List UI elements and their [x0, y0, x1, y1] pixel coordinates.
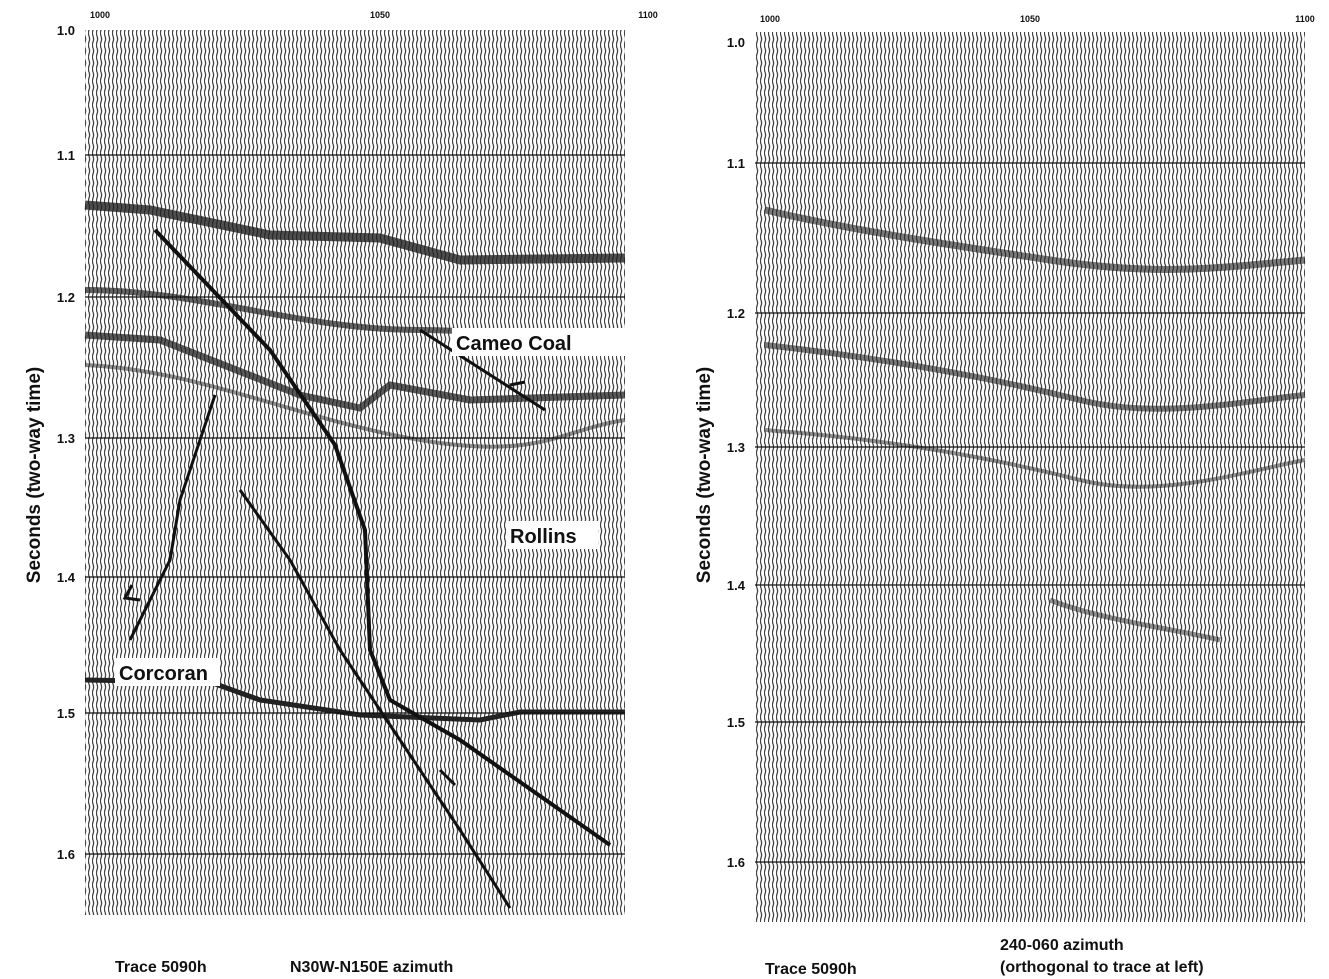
y-tick-label: 1.5 [727, 715, 745, 730]
x-tick-label: 1000 [90, 10, 110, 20]
caption: Trace 5090h [115, 959, 207, 976]
seismic-section [85, 30, 625, 915]
y-axis-label: Seconds (two-way time) [24, 367, 45, 583]
horizon [84, 363, 626, 449]
label-box [452, 328, 628, 356]
x-tick-label: 1100 [638, 10, 658, 20]
fault-line [153, 228, 612, 847]
horizon [1049, 597, 1221, 643]
seismic-section [755, 32, 1305, 922]
horizon [84, 331, 626, 412]
x-tick-label: 1050 [370, 10, 390, 20]
annotation: Corcoran [119, 663, 208, 685]
y-tick-label: 1.3 [57, 431, 75, 446]
y-axis-label: Seconds (two-way time) [694, 367, 715, 583]
fault-line [419, 328, 546, 412]
y-tick-label: 1.6 [727, 855, 745, 870]
y-tick-label: 1.1 [727, 156, 745, 171]
caption: N30W-N150E azimuth [290, 959, 453, 976]
y-tick-label: 1.2 [57, 290, 75, 305]
label-box [115, 658, 220, 686]
y-tick-label: 1.0 [727, 35, 745, 50]
horizon [764, 342, 1306, 412]
y-tick-label: 1.2 [727, 306, 745, 321]
fault-line [238, 489, 512, 909]
x-tick-label: 1050 [1020, 14, 1040, 24]
x-tick-label: 1100 [1295, 14, 1315, 24]
y-tick-label: 1.1 [57, 148, 75, 163]
x-tick-label: 1000 [760, 14, 780, 24]
y-tick-label: 1.4 [57, 570, 76, 585]
annotation: Rollins [510, 526, 577, 548]
y-tick-label: 1.6 [57, 847, 75, 862]
y-tick-label: 1.5 [57, 706, 75, 721]
horizon [764, 428, 1306, 489]
horizons [84, 200, 1306, 723]
y-tick-label: 1.3 [727, 440, 745, 455]
horizon [84, 200, 626, 265]
caption: 240-060 azimuth [1000, 937, 1124, 954]
fault-line [128, 394, 217, 641]
annotation: Cameo Coal [456, 333, 572, 355]
fault-arrow [122, 380, 526, 787]
caption: (orthogonal to trace at left) [1000, 959, 1204, 976]
y-tick-label: 1.0 [57, 23, 75, 38]
caption: Trace 5090h [765, 961, 857, 978]
faults [122, 228, 612, 909]
horizon [764, 206, 1306, 273]
y-tick-label: 1.4 [727, 578, 746, 593]
label-box [506, 521, 598, 549]
